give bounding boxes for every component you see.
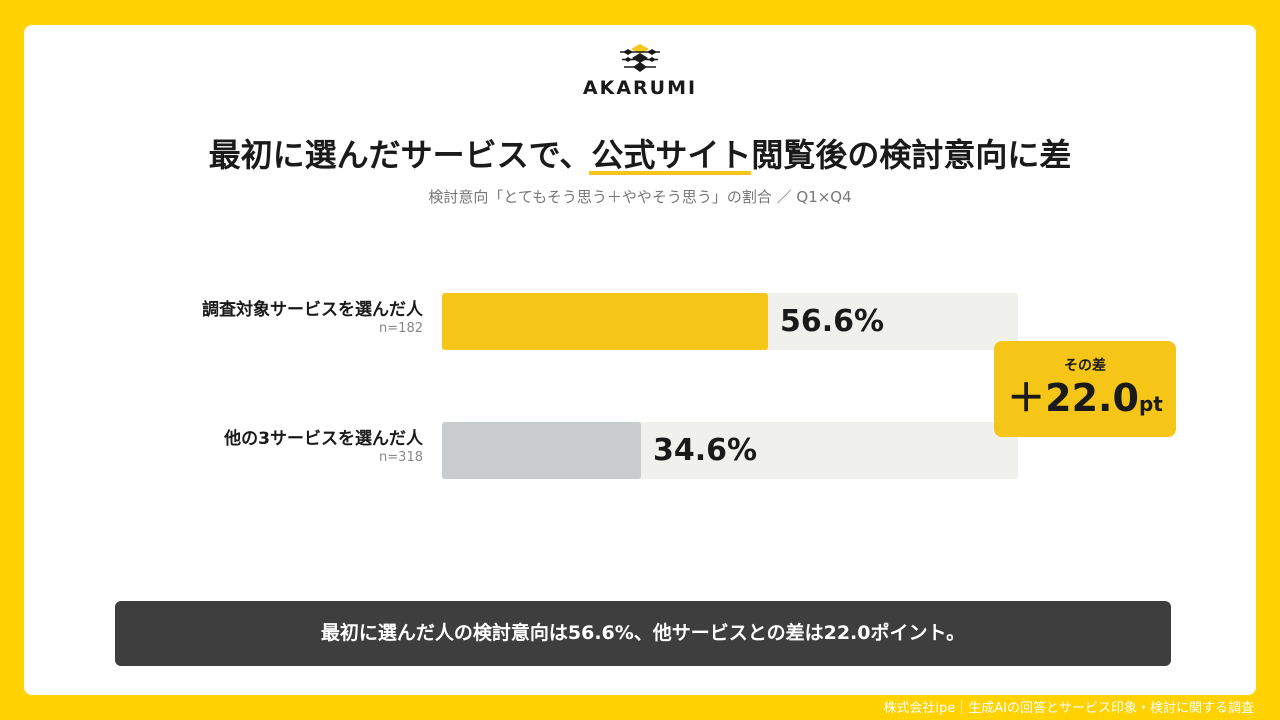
page-subtitle: 検討意向「とてもそう思う＋ややそう思う」の割合 ／ Q1×Q4: [428, 188, 852, 206]
brand-logo: AKARUMI: [24, 43, 1256, 99]
logo-text: AKARUMI: [582, 77, 698, 99]
difference-number: ＋22.0: [1007, 376, 1139, 420]
bar-track-target-service: 56.6%: [442, 293, 1018, 350]
difference-unit: pt: [1138, 392, 1163, 416]
difference-value: ＋22.0pt: [994, 377, 1176, 425]
bar-value-label: 56.6%: [780, 304, 885, 339]
bar-track-other-services: 34.6%: [442, 422, 1018, 479]
bar-other-services: [442, 422, 641, 479]
row-label-other-services: 他の3サービスを選んだ人 n=318: [224, 428, 423, 466]
category-label: 他の3サービスを選んだ人: [224, 429, 423, 449]
summary-banner: 最初に選んだ人の検討意向は56.6%、他サービスとの差は22.0ポイント。: [115, 601, 1171, 666]
footer-credit: 株式会社ipe｜生成AIの回答とサービス印象・検討に関する調査: [883, 701, 1254, 716]
title-highlight: 公式サイト: [591, 136, 752, 174]
bar-target-service: [442, 293, 768, 350]
difference-label: その差: [1064, 358, 1106, 374]
category-label: 調査対象サービスを選んだ人: [202, 300, 423, 320]
title-part1: 最初に選んだサービスで、: [208, 136, 592, 174]
title-part2: 閲覧後の検討意向に差: [751, 136, 1072, 174]
sample-size-label: n=318: [379, 450, 423, 465]
bar-value-label: 34.6%: [653, 433, 758, 468]
akarumi-logo-icon: [620, 44, 660, 72]
difference-callout: その差 ＋22.0pt: [994, 341, 1176, 437]
row-label-target-service: 調査対象サービスを選んだ人 n=182: [202, 299, 423, 337]
content-card: AKARUMI 最初に選んだサービスで、公式サイト閲覧後の検討意向に差 検討意向…: [24, 25, 1256, 695]
sample-size-label: n=182: [379, 321, 423, 336]
page-title: 最初に選んだサービスで、公式サイト閲覧後の検討意向に差: [24, 132, 1256, 178]
